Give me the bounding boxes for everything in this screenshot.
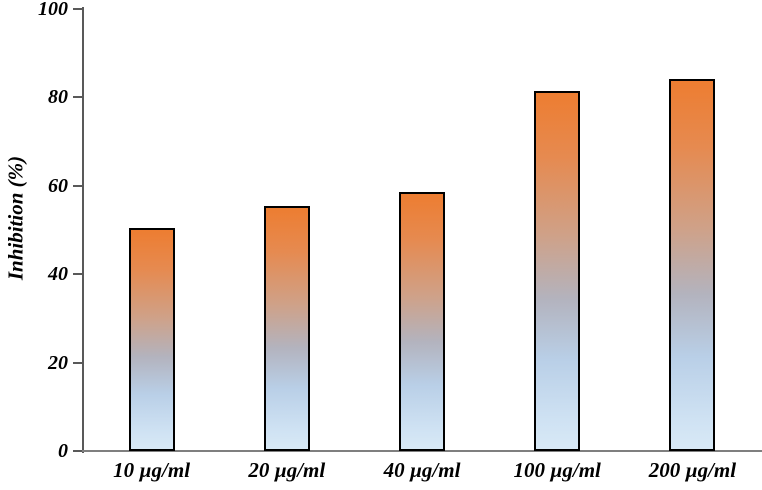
bar-10-µg/ml (128, 227, 175, 451)
y-tick-mark (73, 8, 82, 10)
x-category-label: 10 µg/ml (113, 458, 191, 482)
bar-200-µg/ml (669, 78, 716, 451)
bar-slot (354, 9, 489, 451)
y-tick-label: 100 (38, 0, 68, 20)
y-tick-mark (73, 361, 82, 364)
bar-slot (219, 9, 354, 451)
y-tick-mark (73, 450, 82, 452)
bar-100-µg/ml (534, 91, 581, 451)
x-category-label: 100 µg/ml (513, 458, 601, 482)
y-tick-label: 80 (48, 86, 68, 109)
y-tick-mark (73, 273, 82, 276)
bar-slot (490, 9, 625, 451)
x-category-label: 200 µg/ml (648, 458, 737, 482)
bar-20-µg/ml (263, 206, 310, 451)
y-tick-label: 60 (48, 174, 68, 197)
x-axis-line (82, 450, 762, 452)
bar-slot (625, 9, 760, 451)
y-tick-label: 40 (48, 263, 68, 286)
y-axis-line (82, 7, 84, 453)
y-tick-label: 20 (48, 351, 68, 374)
bars-container (84, 9, 760, 451)
y-tick-mark (73, 184, 82, 187)
x-axis-labels: 10 µg/ml 20 µg/ml 40 µg/ml 100 µg/ml 200 µg/… (84, 458, 760, 483)
y-tick-mark (73, 96, 82, 99)
y-tick-label: 0 (58, 440, 68, 462)
bar-slot (84, 9, 219, 451)
x-category-label: 20 µg/ml (248, 458, 326, 482)
x-category-label: 40 µg/ml (383, 458, 461, 482)
bar-40-µg/ml (399, 191, 445, 451)
